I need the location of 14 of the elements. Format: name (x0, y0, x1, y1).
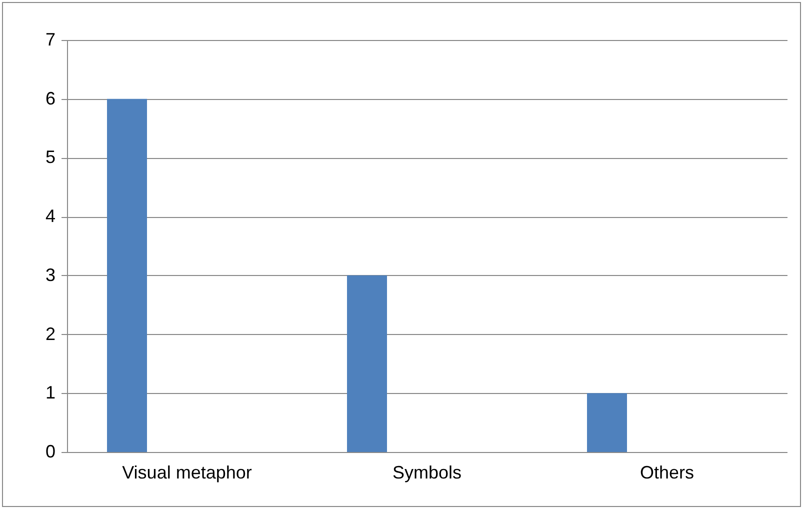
x-tick-label: Symbols (392, 462, 462, 482)
y-tick-label: 1 (45, 382, 56, 403)
y-tick-label: 6 (45, 88, 56, 108)
y-tick-label: 5 (45, 147, 56, 168)
bar (347, 275, 387, 452)
bar (107, 98, 147, 452)
y-tick-label: 4 (45, 206, 56, 226)
y-tick-label: 2 (45, 324, 56, 344)
x-tick-label: Others (640, 462, 694, 482)
y-tick-label: 3 (45, 264, 56, 285)
bar (587, 393, 627, 452)
y-tick-label: 7 (45, 30, 56, 50)
x-tick-label: Visual metaphor (122, 462, 252, 482)
y-tick-label: 0 (45, 442, 56, 462)
